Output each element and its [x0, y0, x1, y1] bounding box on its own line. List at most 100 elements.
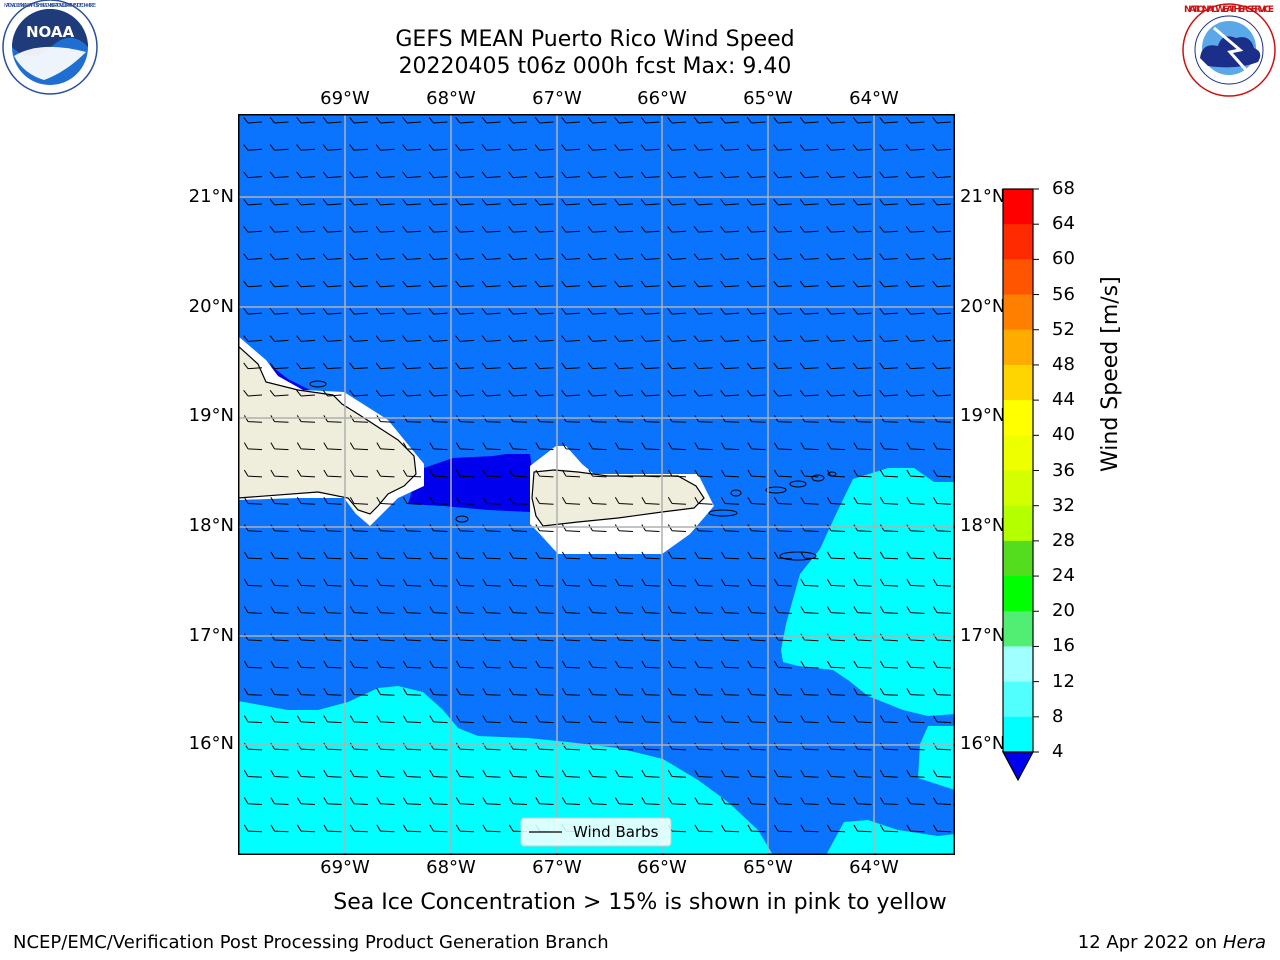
wind-barb [932, 226, 952, 233]
wind-band-8-12-south [238, 686, 773, 855]
colorbar-segment [1003, 435, 1033, 471]
wind-barb [879, 824, 899, 833]
wind-barb [720, 715, 740, 724]
wind-barb [243, 171, 263, 179]
wind-barb [640, 362, 660, 370]
wind-barb [614, 497, 634, 505]
wind-barb [879, 308, 899, 315]
wind-barb [852, 144, 872, 151]
wind-barb [508, 578, 528, 587]
colorbar-under-arrow [1001, 751, 1035, 782]
wind-barb [932, 551, 952, 560]
wind-barb [375, 280, 395, 288]
wind-barb [376, 824, 395, 833]
wind-barb [535, 742, 554, 751]
wind-barb [376, 606, 395, 614]
wind-barb [641, 715, 660, 724]
wind-barb [906, 497, 925, 505]
wind-barb [243, 308, 263, 315]
wind-barb [296, 335, 316, 342]
wind-barb [296, 389, 316, 397]
wind-barb [879, 335, 899, 342]
wind-barb [455, 497, 475, 505]
wind-barb [323, 715, 342, 724]
wind-barb [932, 578, 952, 587]
wind-barb [455, 606, 475, 614]
wind-barb [375, 144, 395, 151]
wind-barb [905, 308, 925, 315]
wind-barb [349, 797, 369, 805]
wind-barb [614, 335, 634, 342]
wind-barb [243, 389, 263, 397]
wind-barb [747, 660, 766, 669]
wind-barb [402, 308, 422, 315]
wind-barb [667, 280, 687, 288]
wind-barb [587, 171, 607, 179]
wind-barb [720, 633, 740, 642]
lon-label-bottom: 69°W [320, 857, 370, 878]
wind-barb [641, 551, 660, 560]
wind-barb [270, 742, 289, 751]
wind-barb [932, 362, 952, 370]
wind-barb [826, 226, 846, 233]
wind-barb [852, 280, 872, 288]
wind-barb [482, 742, 501, 751]
wind-barb [773, 606, 793, 614]
wind-barb [693, 116, 713, 124]
wind-barb [243, 770, 263, 778]
wind-barb [932, 606, 952, 614]
wind-barb [720, 362, 740, 370]
wind-barb [641, 688, 660, 696]
wind-barb [879, 551, 899, 560]
wind-barb [826, 797, 846, 805]
wind-barb [694, 606, 713, 614]
colorbar-tick-label: 48 [1052, 353, 1075, 375]
wind-barb [667, 308, 687, 315]
wind-barb [349, 770, 369, 778]
wind-barb [826, 280, 846, 288]
wind-barb [879, 742, 899, 751]
wind-barb [826, 606, 846, 614]
wind-barb [932, 715, 952, 724]
wind-barb [296, 688, 316, 696]
wind-barb [667, 797, 687, 805]
wind-barb [667, 144, 687, 151]
wind-barb [455, 715, 475, 724]
wind-barb [349, 578, 369, 587]
wind-barb [270, 824, 289, 833]
wind-barb [561, 770, 581, 778]
wind-barb [932, 660, 952, 669]
wind-barb [561, 469, 581, 478]
wind-barb [429, 551, 448, 560]
wind-barb [508, 226, 528, 233]
wind-barb [428, 335, 448, 342]
wind-barb [349, 253, 369, 260]
wind-barb [534, 362, 554, 370]
wind-barb [587, 280, 607, 288]
wind-barb [693, 171, 713, 179]
hispaniola-land [238, 345, 417, 515]
wind-barb [773, 633, 793, 642]
wind-barb [694, 660, 713, 669]
wind-barb [243, 362, 263, 370]
wind-barb [879, 362, 899, 370]
wind-barb [349, 742, 369, 751]
map-panel: Wind Barbs [238, 114, 955, 855]
wind-barb [428, 226, 448, 233]
wind-barb [588, 606, 607, 614]
wind-barb [269, 116, 289, 124]
wind-barb [402, 253, 422, 260]
wind-barb [747, 469, 766, 478]
wind-barb [508, 362, 528, 370]
wind-barb [402, 469, 422, 478]
wind-barb [481, 308, 501, 315]
wind-barb [587, 308, 607, 315]
wind-barb [349, 171, 369, 179]
wind-barb [375, 362, 395, 370]
lon-label-bottom: 65°W [743, 857, 793, 878]
lat-label-left: 16°N [188, 733, 234, 754]
wind-barb [269, 362, 289, 370]
wind-barb [323, 660, 342, 669]
wind-barb [800, 770, 819, 778]
wind-barb [588, 797, 607, 805]
